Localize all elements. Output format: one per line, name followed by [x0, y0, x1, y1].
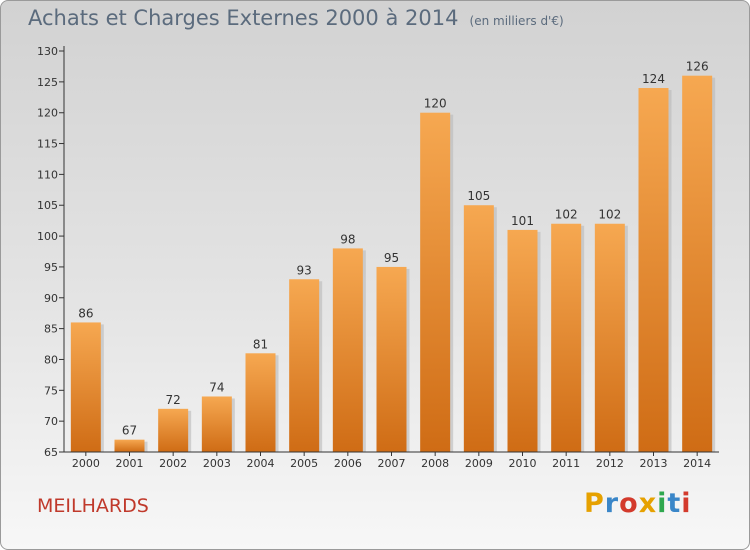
y-tick-label-115: 115	[37, 138, 58, 151]
x-tick-label-2002: 2002	[159, 457, 187, 470]
bar-2001	[114, 439, 145, 452]
x-tick-label-2004: 2004	[247, 457, 275, 470]
bar-2012	[594, 223, 625, 452]
data-label-2004: 81	[253, 337, 268, 351]
y-tick-label-95: 95	[44, 261, 58, 274]
bar-2010	[507, 229, 538, 452]
y-tick-label-120: 120	[37, 107, 58, 120]
chart-subtitle: (en milliers d'€)	[469, 14, 564, 28]
bar-2007	[376, 266, 407, 452]
data-label-2011: 102	[555, 208, 578, 222]
bar-2002	[158, 408, 189, 452]
x-tick-label-2007: 2007	[378, 457, 406, 470]
bar-2006	[332, 248, 363, 452]
commune-name: MEILHARDS	[37, 495, 149, 517]
data-label-2007: 95	[384, 251, 399, 265]
bar-2003	[201, 396, 232, 452]
x-tick-label-2010: 2010	[509, 457, 537, 470]
x-tick-label-2014: 2014	[683, 457, 711, 470]
bar-2009	[463, 205, 494, 452]
x-tick-label-2012: 2012	[596, 457, 624, 470]
bar-2013	[638, 88, 669, 452]
data-label-2013: 124	[642, 72, 665, 86]
bar-2011	[551, 223, 582, 452]
chart-title-block: Achats et Charges Externes 2000 à 2014 (…	[28, 6, 564, 30]
x-tick-label-2009: 2009	[465, 457, 493, 470]
y-tick-label-65: 65	[44, 446, 58, 459]
data-label-2001: 67	[122, 424, 137, 438]
bar-2005	[289, 279, 320, 452]
data-label-2014: 126	[686, 60, 709, 74]
data-label-2000: 86	[78, 306, 93, 320]
data-label-2009: 105	[467, 189, 490, 203]
x-tick-label-2013: 2013	[640, 457, 668, 470]
x-tick-label-2001: 2001	[116, 457, 144, 470]
y-tick-label-125: 125	[37, 76, 58, 89]
data-label-2006: 98	[340, 232, 355, 246]
x-tick-label-2005: 2005	[290, 457, 318, 470]
data-label-2005: 93	[297, 263, 312, 277]
proxiti-logo: Proxiti	[584, 488, 692, 519]
data-label-2003: 74	[209, 380, 224, 394]
x-tick-label-2008: 2008	[421, 457, 449, 470]
x-tick-label-2011: 2011	[552, 457, 580, 470]
data-label-2012: 102	[598, 208, 621, 222]
y-tick-label-100: 100	[37, 230, 58, 243]
y-tick-label-70: 70	[44, 415, 58, 428]
data-label-2002: 72	[166, 393, 181, 407]
x-tick-label-2006: 2006	[334, 457, 362, 470]
y-tick-label-85: 85	[44, 323, 58, 336]
bar-2004	[245, 353, 276, 452]
y-tick-label-90: 90	[44, 292, 58, 305]
bar-2014	[682, 75, 713, 452]
bar-2008	[420, 112, 451, 452]
y-tick-label-110: 110	[37, 168, 58, 181]
y-tick-label-105: 105	[37, 199, 58, 212]
x-tick-label-2000: 2000	[72, 457, 100, 470]
x-tick-label-2003: 2003	[203, 457, 231, 470]
chart-title: Achats et Charges Externes 2000 à 2014	[28, 6, 459, 30]
data-label-2010: 101	[511, 214, 534, 228]
y-tick-label-80: 80	[44, 353, 58, 366]
y-tick-label-75: 75	[44, 384, 58, 397]
data-label-2008: 120	[424, 97, 447, 111]
bar-2000	[70, 322, 101, 452]
y-tick-label-130: 130	[37, 45, 58, 58]
